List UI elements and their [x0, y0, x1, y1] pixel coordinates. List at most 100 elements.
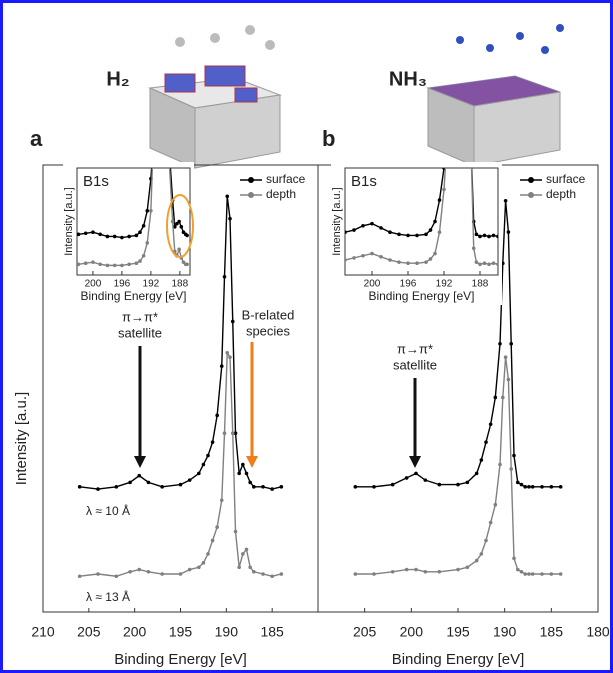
data-point [178, 572, 183, 576]
data-point [390, 482, 395, 487]
data-point [177, 247, 181, 252]
data-point [114, 485, 119, 489]
data-point [248, 565, 252, 570]
data-point [352, 256, 356, 260]
data-point [228, 355, 232, 360]
panel-label: a [30, 126, 43, 151]
data-point [424, 260, 428, 264]
data-point [237, 565, 241, 570]
annotation: satellite [393, 357, 437, 372]
annotation: π→π* [122, 309, 158, 324]
data-point [523, 485, 527, 489]
plot-frame [76, 167, 191, 276]
data-point [527, 485, 531, 489]
data-point [423, 478, 428, 482]
y-axis-label: Intensity [a.u.] [13, 392, 30, 485]
data-point [482, 233, 487, 238]
x-tick-label: 196 [400, 279, 417, 290]
data-point [437, 482, 442, 487]
data-point [509, 342, 513, 346]
data-point [512, 453, 516, 458]
data-point [112, 263, 117, 268]
data-point [137, 473, 142, 478]
data-point [423, 569, 428, 574]
data-point [509, 467, 513, 471]
data-point [353, 485, 358, 489]
data-point [488, 520, 493, 525]
data-point [437, 230, 442, 234]
data-point [515, 567, 520, 572]
data-point [478, 262, 482, 267]
data-point [361, 223, 365, 228]
data-point [241, 552, 245, 556]
data-point [404, 476, 409, 480]
data-point [404, 567, 409, 572]
x-tick-label: 192 [143, 279, 160, 290]
data-point [237, 471, 241, 476]
data-point [372, 485, 376, 489]
data-point [91, 260, 95, 264]
data-point [474, 260, 479, 264]
x-axis-label: Binding Energy [eV] [368, 289, 474, 303]
data-point [146, 480, 151, 485]
data-point [77, 232, 81, 237]
data-point [120, 235, 124, 240]
data-point [519, 482, 524, 487]
y-axis-label: Intensity [a.u.] [63, 187, 75, 255]
data-point [352, 228, 356, 232]
data-point [465, 480, 470, 485]
data-point [406, 233, 410, 238]
data-point [201, 462, 206, 467]
data-point [456, 567, 460, 572]
data-point [141, 223, 146, 228]
data-point [414, 471, 418, 476]
arrow-head [246, 456, 258, 468]
data-point [397, 260, 401, 264]
illustration-nh3 [426, 24, 564, 167]
inset-title: B1s [351, 173, 377, 190]
legend-marker [248, 192, 254, 198]
data-point [479, 552, 484, 556]
data-point [145, 241, 150, 245]
data-point [487, 234, 491, 239]
data-point [549, 572, 554, 576]
data-point [433, 219, 437, 224]
data-point [261, 485, 265, 489]
data-point [506, 377, 511, 382]
data-point [233, 431, 238, 436]
data-point [474, 558, 479, 563]
arrow-head [409, 456, 421, 468]
data-point [493, 395, 498, 400]
data-point [179, 225, 184, 229]
data-point [138, 230, 142, 234]
data-point [98, 262, 102, 267]
series-line [355, 200, 561, 488]
data-point [379, 255, 383, 259]
data-point [160, 572, 164, 576]
data-point [530, 485, 535, 489]
data-point [498, 342, 502, 346]
data-point [406, 261, 410, 266]
x-tick-label: 190 [493, 624, 517, 640]
x-tick-label: 205 [77, 624, 101, 640]
data-point [172, 225, 177, 229]
data-point [484, 440, 488, 444]
data-point [77, 262, 81, 267]
data-point [219, 498, 224, 503]
data-point [512, 556, 516, 561]
x-tick-label: 200 [364, 279, 381, 290]
data-point [241, 462, 245, 467]
annotation: B-related [242, 307, 295, 322]
data-point [370, 251, 374, 256]
data-point [498, 462, 502, 467]
data-point [558, 572, 563, 576]
x-tick-label: 188 [172, 279, 189, 290]
data-point [488, 422, 493, 427]
data-point [177, 219, 181, 224]
data-point [146, 569, 151, 574]
data-point [201, 561, 206, 565]
data-point [91, 230, 95, 234]
data-point [105, 263, 110, 268]
data-point [138, 259, 142, 263]
